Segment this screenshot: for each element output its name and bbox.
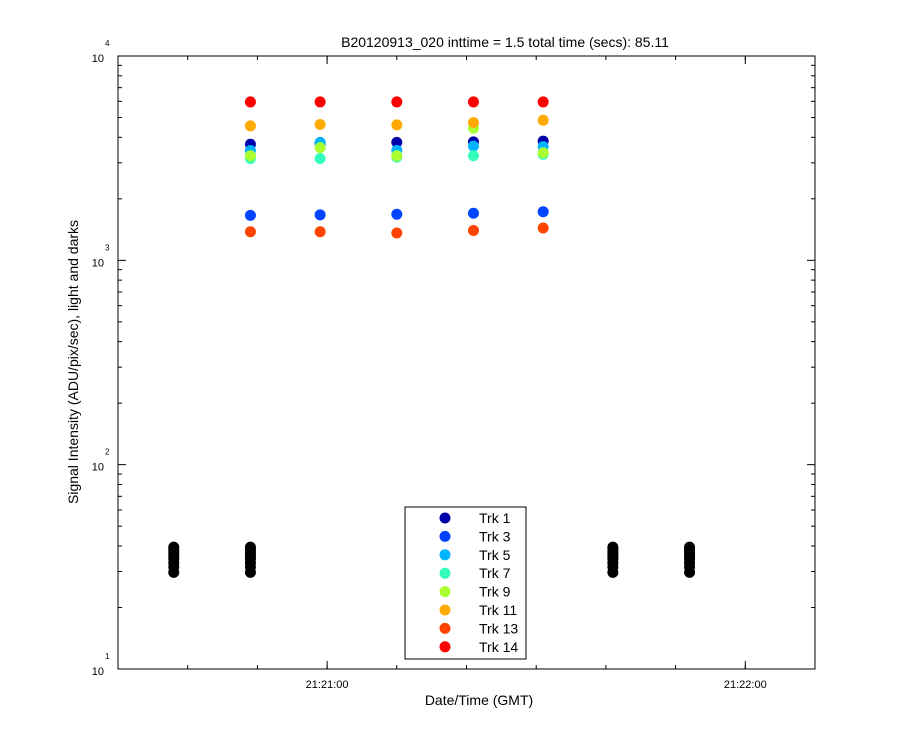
data-point-trk-11 [244,120,256,132]
data-point-trk-13 [467,224,479,236]
data-point-trk-13 [537,222,549,234]
dark-point [684,541,696,553]
data-point-trk-5 [467,140,479,152]
y-tick-exponent: 3 [105,243,110,252]
data-point-trk-7 [467,150,479,162]
data-point-trk-9 [314,142,326,154]
legend-label: Trk 11 [479,602,517,618]
y-tick-exponent: 4 [105,39,110,48]
legend-label: Trk 7 [479,565,511,581]
data-point-trk-13 [314,226,326,238]
data-point-trk-3 [244,209,256,221]
data-point-trk-7 [314,153,326,165]
data-point-trk-1 [391,136,403,148]
data-point-trk-3 [467,207,479,219]
legend-marker [439,567,451,579]
chart-title: B20120913_020 inttime = 1.5 total time (… [341,34,669,50]
x-axis: 21:21:00 21:22:00 [117,56,816,691]
data-point-trk-11 [537,114,549,126]
data-point-trk-14 [391,96,403,108]
y-tick-label: 10 [92,257,104,269]
legend-marker [439,530,451,542]
data-point-trk-13 [244,226,256,238]
y-tick-label: 10 [92,666,104,678]
legend-label: Trk 5 [479,547,511,563]
x-axis-label: Date/Time (GMT) [425,692,533,708]
legend-marker [439,641,451,653]
data-point-trk-11 [314,119,326,131]
data-point-trk-9 [391,150,403,162]
y-tick-exponent: 1 [105,652,110,661]
y-tick-label: 10 [92,462,104,474]
legend-marker [439,586,451,598]
data-point-trk-3 [537,206,549,218]
data-points [168,96,696,578]
data-point-trk-9 [537,147,549,159]
dark-point [607,541,619,553]
legend-label: Trk 13 [479,620,518,636]
data-point-trk-11 [391,119,403,131]
x-tick-label: 21:22:00 [724,679,767,691]
data-point-trk-3 [391,208,403,220]
legend-marker [439,512,451,524]
legend-marker [439,549,451,561]
legend-marker [439,604,451,616]
data-point-trk-11 [467,117,479,129]
legend-box [404,506,527,660]
legend-marker [439,622,451,634]
y-tick-label: 10 [92,53,104,65]
data-point-trk-9 [244,150,256,162]
legend: Trk 1 Trk 3 Trk 5 Trk 7 Trk 9 Trk 11 Trk 13 Trk… [404,506,527,660]
dark-point [244,541,256,553]
y-tick-exponent: 2 [105,448,110,457]
legend-label: Trk 14 [479,639,518,655]
data-point-trk-3 [314,209,326,221]
data-point-trk-14 [314,96,326,108]
x-tick-label: 21:21:00 [306,679,349,691]
data-point-trk-14 [467,96,479,108]
data-point-trk-14 [537,96,549,108]
y-axis-label: Signal Intensity (ADU/pix/sec), light an… [65,220,81,504]
data-point-trk-13 [391,227,403,239]
legend-label: Trk 1 [479,510,511,526]
data-point-trk-14 [244,96,256,108]
dark-point [168,541,180,553]
legend-label: Trk 9 [479,584,511,600]
legend-label: Trk 3 [479,528,511,544]
